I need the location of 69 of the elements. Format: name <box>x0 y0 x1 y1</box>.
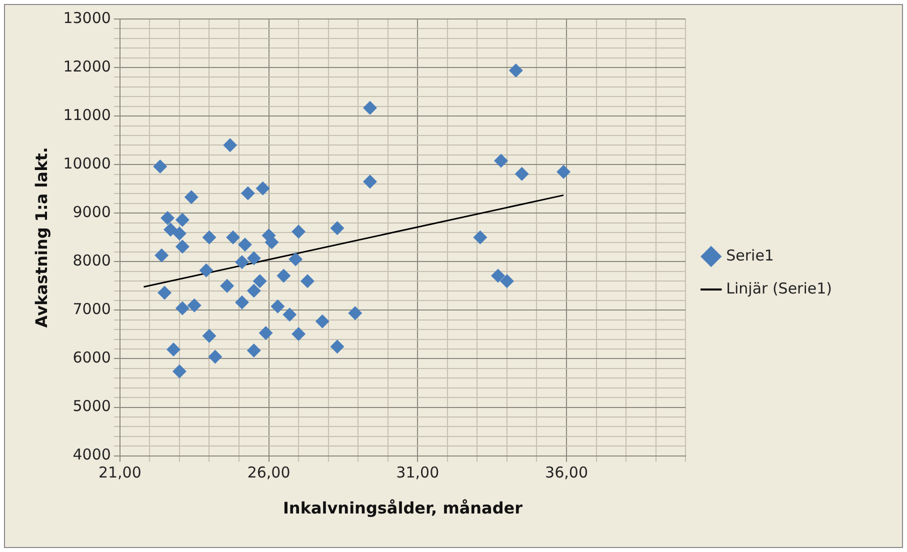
point <box>292 326 306 341</box>
point <box>288 252 303 266</box>
y-tick-label: 13000 <box>63 8 111 27</box>
point <box>234 295 249 310</box>
point <box>300 274 314 288</box>
point <box>330 221 344 236</box>
point <box>556 164 571 179</box>
y-tick-label: 7000 <box>72 300 111 318</box>
point <box>238 238 252 252</box>
point <box>246 284 261 298</box>
point <box>164 222 178 237</box>
y-tick-label: 12000 <box>63 57 111 76</box>
x-tick-label: 21,00 <box>98 464 142 482</box>
point <box>473 230 488 244</box>
y-tick-label: 11000 <box>63 106 111 124</box>
point <box>246 251 261 266</box>
point <box>292 224 306 239</box>
point <box>184 190 198 204</box>
point <box>363 100 378 115</box>
point <box>187 298 202 312</box>
point <box>175 240 190 254</box>
point <box>315 314 330 328</box>
y-tick-label: 8000 <box>72 252 111 270</box>
point <box>246 343 261 358</box>
x-tick-label: 31,00 <box>396 464 440 482</box>
point <box>240 186 255 200</box>
point <box>270 299 285 314</box>
legend-label: Serie1 <box>726 246 774 264</box>
point <box>208 350 222 364</box>
point <box>158 286 172 300</box>
point <box>160 210 175 225</box>
y-tick-label: 5000 <box>72 397 111 416</box>
point <box>202 328 216 343</box>
y-tick-label: 10000 <box>63 154 111 172</box>
y-tick-label: 6000 <box>72 348 111 367</box>
point <box>514 166 529 181</box>
point <box>491 268 506 283</box>
point <box>494 154 508 168</box>
legend-label: Linjär (Serie1) <box>726 279 832 298</box>
point <box>264 235 279 250</box>
x-tick-label: 36,00 <box>545 464 588 482</box>
point <box>166 342 181 357</box>
x-tick-label: 26,00 <box>247 464 290 482</box>
point <box>172 226 186 241</box>
x-axis-title: Inkalvningsålder, månader <box>282 498 523 518</box>
point <box>175 301 190 316</box>
point <box>199 263 214 278</box>
point <box>282 308 297 322</box>
point <box>258 326 273 340</box>
y-axis-title: Avkastning 1:a lakt. <box>32 147 51 328</box>
point <box>226 230 240 244</box>
point <box>500 274 514 288</box>
point <box>154 248 169 262</box>
point <box>220 278 234 293</box>
point <box>276 268 291 283</box>
point <box>202 230 216 244</box>
y-tick-label: 4000 <box>72 446 111 464</box>
point <box>175 212 190 227</box>
point <box>330 340 344 354</box>
point <box>172 364 186 378</box>
point <box>252 274 267 288</box>
point <box>508 63 523 78</box>
point <box>348 306 362 320</box>
point <box>223 138 238 152</box>
point <box>256 181 270 196</box>
point <box>153 160 168 174</box>
point <box>234 255 249 270</box>
y-tick-label: 9000 <box>72 203 111 222</box>
point <box>363 174 378 189</box>
